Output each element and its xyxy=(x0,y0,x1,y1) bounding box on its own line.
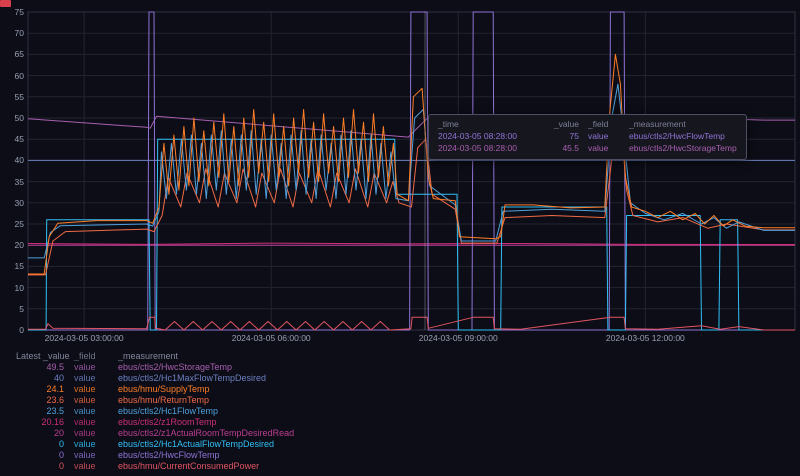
legend-cell-field: value xyxy=(74,406,96,416)
y-axis-tick-label: 65 xyxy=(14,49,24,60)
legend-cell-value: 23.5 xyxy=(46,406,64,416)
legend-row[interactable]: 0 value ebus/ctls2/Hc1ActualFlowTempDesire… xyxy=(16,439,786,450)
y-axis-tick-label: 40 xyxy=(14,155,24,166)
legend-header-latest-value: Latest _value xyxy=(16,351,70,361)
tooltip-cell-measurement: ebus/ctls2/HwcFlowTemp xyxy=(629,131,725,141)
legend-cell-field: value xyxy=(74,362,96,372)
y-axis-tick-label: 35 xyxy=(14,176,24,187)
y-axis-tick-label: 55 xyxy=(14,91,24,102)
tooltip-cell-field: value xyxy=(588,143,609,153)
legend-cell-measurement: ebus/ctls2/HwcFlowTemp xyxy=(118,450,220,460)
y-axis-tick-label: 30 xyxy=(14,197,24,208)
y-axis-tick-label: 10 xyxy=(14,282,24,293)
legend-table: Latest _value _field _measurement 49.5 va… xyxy=(16,351,786,472)
legend-cell-field: value xyxy=(74,461,96,471)
plot-border xyxy=(27,11,796,331)
recording-indicator xyxy=(0,0,11,7)
y-axis-tick-label: 75 xyxy=(14,7,24,17)
x-axis-tick-label: 2024-03-05 06:00:00 xyxy=(231,333,311,343)
legend-cell-measurement: ebus/ctls2/HwcStorageTemp xyxy=(118,362,233,372)
x-axis-tick-label: 2024-03-05 09:00:00 xyxy=(418,333,498,343)
legend-row[interactable]: 23.5 value ebus/ctls2/Hc1FlowTemp xyxy=(16,406,786,417)
legend-cell-value: 0 xyxy=(58,461,64,471)
tooltip-cell-value: 75 xyxy=(569,131,579,141)
time-series-chart[interactable]: 0 5 10 15 20 25 30 35 40 45 50 55 60 65 70 75 2024-03-0… xyxy=(0,0,800,347)
tooltip-header-measurement: _measurement xyxy=(629,119,686,129)
tooltip-cell-field: value xyxy=(588,131,609,141)
series-line-Hc1FlowTemp xyxy=(28,83,795,259)
chart-canvas[interactable] xyxy=(0,0,800,347)
y-axis-tick-label: 0 xyxy=(19,325,24,335)
legend-row[interactable]: 23.6 value ebus/hmu/ReturnTemp xyxy=(16,395,786,406)
y-axis-tick-label: 25 xyxy=(14,219,24,229)
y-axis-tick-label: 70 xyxy=(14,28,24,39)
series-line-Hc1ActualFlowTempDesired xyxy=(28,138,795,331)
series-line-CurrentConsumedPower xyxy=(28,316,795,331)
legend-cell-field: value xyxy=(74,395,96,405)
legend-row[interactable]: 0 value ebus/hmu/CurrentConsumedPower xyxy=(16,461,786,472)
y-axis-tick-label: 20 xyxy=(14,240,24,251)
y-axis-tick-label: 15 xyxy=(14,261,24,272)
legend-row[interactable]: 20 value ebus/ctls2/z1ActualRoomTempDesire… xyxy=(16,428,786,439)
legend-cell-measurement: ebus/ctls2/z1ActualRoomTempDesiredRead xyxy=(118,428,295,438)
series-line-z1RoomTemp xyxy=(27,242,795,245)
legend-cell-field: value xyxy=(74,384,96,394)
tooltip-cell-time: 2024-03-05 08:28:00 xyxy=(438,143,517,153)
legend-cell-measurement: ebus/hmu/SupplyTemp xyxy=(118,384,210,394)
series-line-HwcFlowTemp xyxy=(28,11,795,331)
tooltip-header-value: _value xyxy=(553,119,579,129)
legend-cell-value: 49.5 xyxy=(46,362,64,372)
legend-row[interactable]: 24.1 value ebus/hmu/SupplyTemp xyxy=(16,384,786,395)
series-line-SupplyTemp xyxy=(28,53,795,275)
legend-cell-field: value xyxy=(74,428,96,438)
legend-cell-measurement: ebus/hmu/ReturnTemp xyxy=(118,395,210,405)
x-axis-tick-label: 2024-03-05 12:00:00 xyxy=(605,333,685,343)
legend-cell-value: 0 xyxy=(58,450,64,460)
legend-cell-field: value xyxy=(74,439,96,449)
tooltip-cell-time: 2024-03-05 08:28:00 xyxy=(438,131,517,141)
legend-row[interactable]: 40 value ebus/ctls2/Hc1MaxFlowTempDesired xyxy=(16,373,786,384)
legend-cell-field: value xyxy=(74,373,96,383)
legend-rows: 49.5 value ebus/ctls2/HwcStorageTemp 40 valu… xyxy=(16,362,786,472)
y-axis-tick-label: 5 xyxy=(19,303,24,314)
legend-cell-measurement: ebus/ctls2/Hc1FlowTemp xyxy=(118,406,219,416)
tooltip-header-time: _time xyxy=(438,119,459,129)
legend-cell-measurement: ebus/hmu/CurrentConsumedPower xyxy=(118,461,260,471)
legend-header-measurement: _measurement xyxy=(118,351,179,361)
y-axis-tick-label: 60 xyxy=(14,70,24,81)
x-axis-tick-label: 2024-03-05 03:00:00 xyxy=(44,333,124,343)
legend-cell-measurement: ebus/ctls2/z1RoomTemp xyxy=(118,417,217,427)
y-axis-tick-label: 50 xyxy=(14,113,24,123)
legend-cell-field: value xyxy=(74,417,96,427)
legend-cell-measurement: ebus/ctls2/Hc1ActualFlowTempDesired xyxy=(118,439,275,449)
legend-cell-value: 20.16 xyxy=(41,417,64,427)
legend-row[interactable]: 49.5 value ebus/ctls2/HwcStorageTemp xyxy=(16,362,786,373)
legend-cell-value: 20 xyxy=(53,428,64,438)
legend-cell-value: 40 xyxy=(53,373,64,383)
legend-cell-value: 0 xyxy=(58,439,64,449)
tooltip-cell-value: 45.5 xyxy=(562,143,579,153)
chart-tooltip: _time _value _field _measurement 2024-03… xyxy=(428,114,747,160)
legend-header-row: Latest _value _field _measurement xyxy=(16,351,786,362)
legend-row[interactable]: 0 value ebus/ctls2/HwcFlowTemp xyxy=(16,450,786,461)
legend-row[interactable]: 20.16 value ebus/ctls2/z1RoomTemp xyxy=(16,417,786,428)
legend-cell-value: 24.1 xyxy=(46,384,64,394)
legend-cell-value: 23.6 xyxy=(46,395,64,405)
legend-cell-field: value xyxy=(74,450,96,460)
tooltip-cell-measurement: ebus/ctls2/HwcStorageTemp xyxy=(629,143,737,153)
legend-cell-measurement: ebus/ctls2/Hc1MaxFlowTempDesired xyxy=(118,373,267,383)
legend-header-field: _field xyxy=(74,351,96,361)
tooltip-header-field: _field xyxy=(588,119,609,129)
y-axis-tick-label: 45 xyxy=(14,134,24,145)
